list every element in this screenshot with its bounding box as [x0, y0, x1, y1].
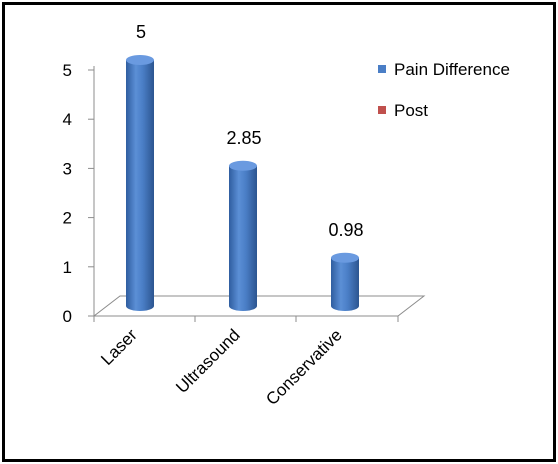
y-axis-ticks: 0 1 2 3 4 5: [63, 61, 94, 326]
bar-top: [126, 55, 154, 65]
category-label: Conservative: [262, 325, 346, 409]
category-label: Ultrasound: [172, 325, 244, 397]
bar-body: [331, 257, 359, 311]
bar-series-pain-difference: [126, 55, 359, 311]
bar: [229, 160, 257, 311]
bar-top: [229, 160, 257, 171]
y-tick-label: 1: [63, 258, 72, 277]
category-label: Laser: [97, 325, 141, 369]
bar-top: [331, 252, 359, 263]
legend-swatch-pain-difference: [378, 65, 386, 73]
legend: Pain Difference Post: [378, 60, 510, 120]
bar-body: [126, 60, 154, 311]
y-tick-label: 4: [63, 110, 72, 129]
data-label: 2.85: [226, 128, 261, 148]
category-labels: Laser Ultrasound Conservative: [97, 325, 346, 409]
legend-swatch-post: [378, 106, 386, 114]
legend-label-pain-difference: Pain Difference: [394, 60, 510, 79]
data-label: 5: [136, 22, 146, 42]
bar-body: [229, 165, 257, 311]
x-axis-ticks: [93, 316, 399, 322]
legend-label-post: Post: [394, 101, 428, 120]
y-tick-label: 0: [63, 307, 72, 326]
y-tick-label: 3: [63, 159, 72, 178]
bar: [126, 55, 154, 311]
data-labels: 5 2.85 0.98: [136, 22, 364, 240]
bar: [331, 252, 359, 311]
y-tick-label: 2: [63, 209, 72, 228]
y-tick-label: 5: [63, 61, 72, 80]
data-label: 0.98: [328, 220, 363, 240]
